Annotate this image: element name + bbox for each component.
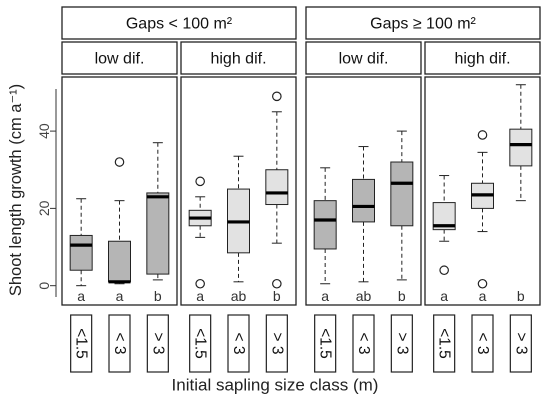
x-axis-title: Initial sapling size class (m) <box>172 376 379 395</box>
significance-letter: a <box>196 288 204 304</box>
outlier-point <box>272 278 282 289</box>
significance-letter: a <box>321 288 329 304</box>
category-label: <1.5 <box>73 328 90 359</box>
difference-strip-label: low dif. <box>339 51 389 68</box>
category-label: <1.5 <box>317 328 334 359</box>
category-label-box <box>471 314 494 373</box>
y-tick-label: 0 <box>36 282 52 290</box>
category-label: > 3 <box>268 333 285 355</box>
category-label: <1.5 <box>192 328 209 359</box>
outlier-point <box>272 91 282 102</box>
significance-letter: a <box>116 288 124 304</box>
box <box>352 178 375 223</box>
y-tick-label: 20 <box>36 200 52 216</box>
significance-letter: b <box>517 288 525 304</box>
difference-strip <box>305 41 422 75</box>
category-label: > 3 <box>149 333 166 355</box>
category-label-box <box>314 314 337 373</box>
category-label-box <box>352 314 375 373</box>
outlier-point <box>195 176 205 187</box>
significance-letter: b <box>154 288 162 304</box>
box <box>313 200 337 250</box>
difference-strip <box>61 41 178 75</box>
difference-strip <box>180 41 297 75</box>
outlier-point <box>439 265 449 276</box>
gap-strip-label: Gaps < 100 m² <box>126 16 233 33</box>
y-tick-label: 40 <box>36 123 52 139</box>
significance-letter: a <box>479 288 487 304</box>
category-label: > 3 <box>512 333 529 355</box>
box <box>432 202 456 231</box>
category-label: < 3 <box>474 333 491 355</box>
significance-letter: a <box>440 288 448 304</box>
category-label: < 3 <box>230 333 247 355</box>
significance-letter: ab <box>231 288 247 304</box>
box <box>108 240 131 283</box>
box <box>69 234 93 271</box>
category-label-box <box>227 314 250 373</box>
category-label-box <box>108 314 131 373</box>
difference-strip-label: high dif. <box>454 51 510 68</box>
category-label-box <box>433 314 456 373</box>
category-label-box <box>265 314 288 373</box>
category-label: < 3 <box>111 333 128 355</box>
box <box>509 128 533 167</box>
category-label-box <box>390 314 413 373</box>
box <box>390 161 414 227</box>
outlier-point <box>195 278 205 289</box>
category-label-box <box>70 314 93 373</box>
outlier-point <box>114 157 125 167</box>
category-label: < 3 <box>355 333 372 355</box>
category-label-box <box>146 314 169 373</box>
significance-letter: b <box>398 288 406 304</box>
gap-strip <box>305 6 541 40</box>
box <box>265 169 289 206</box>
category-label: <1.5 <box>436 328 453 359</box>
y-axis-title: Shoot length growth (cm a⁻¹) <box>7 84 25 296</box>
outlier-point <box>477 130 488 140</box>
gap-strip <box>61 6 297 40</box>
category-label-box <box>189 314 212 373</box>
significance-letter: b <box>273 288 281 304</box>
category-label: > 3 <box>393 333 410 355</box>
difference-strip-label: low dif. <box>95 51 145 68</box>
gap-strip-label: Gaps ≥ 100 m² <box>370 16 476 33</box>
difference-strip-label: high dif. <box>210 51 266 68</box>
outlier-point <box>477 278 488 289</box>
difference-strip <box>424 41 541 75</box>
significance-letter: ab <box>356 288 372 304</box>
box <box>146 192 170 275</box>
significance-letter: a <box>77 288 85 304</box>
category-label-box <box>509 314 532 373</box>
